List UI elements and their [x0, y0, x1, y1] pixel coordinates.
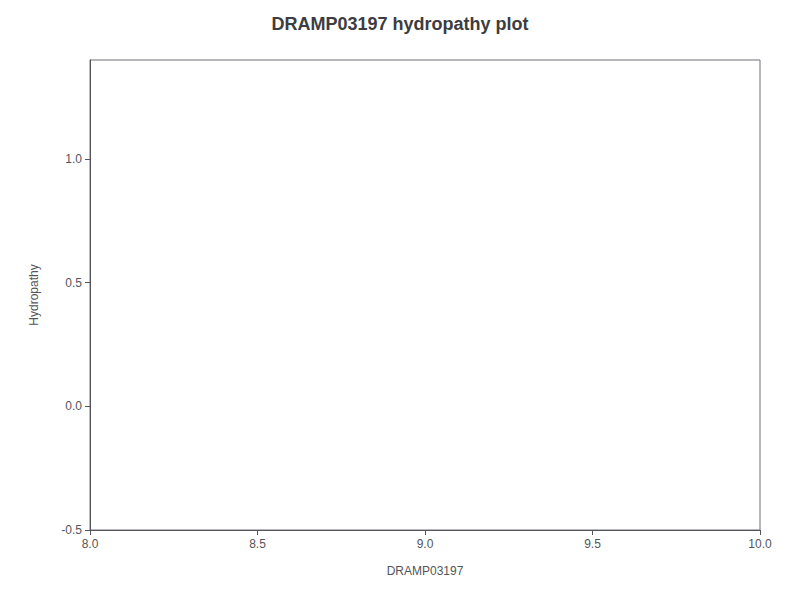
svg-text:0.0: 0.0 — [65, 399, 82, 413]
svg-text:DRAMP03197 hydropathy plot: DRAMP03197 hydropathy plot — [271, 14, 528, 34]
svg-text:DRAMP03197: DRAMP03197 — [387, 564, 464, 578]
svg-text:8.0: 8.0 — [82, 537, 99, 551]
svg-text:9.0: 9.0 — [417, 537, 434, 551]
svg-text:1.0: 1.0 — [65, 152, 82, 166]
svg-text:-0.5: -0.5 — [61, 523, 82, 537]
svg-text:Hydropathy: Hydropathy — [27, 264, 41, 325]
svg-text:9.5: 9.5 — [584, 537, 601, 551]
svg-text:8.5: 8.5 — [249, 537, 266, 551]
svg-text:0.5: 0.5 — [65, 276, 82, 290]
svg-text:10.0: 10.0 — [748, 537, 772, 551]
